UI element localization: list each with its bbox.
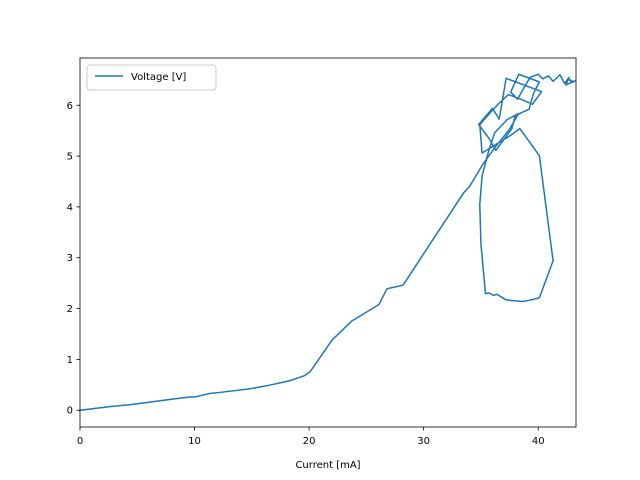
y-tick-label: 5 bbox=[67, 152, 73, 163]
plot-background bbox=[80, 58, 576, 427]
y-tick-label: 0 bbox=[67, 406, 73, 417]
y-tick-label: 1 bbox=[67, 355, 73, 366]
y-tick-label: 2 bbox=[67, 304, 73, 315]
y-axis-ticks: 0 1 2 3 4 5 6 bbox=[67, 101, 80, 417]
y-tick-label: 3 bbox=[67, 253, 73, 264]
series-line-0 bbox=[79, 73, 576, 412]
x-axis-label: Current [mA] bbox=[295, 460, 360, 471]
x-tick-label: 0 bbox=[77, 436, 83, 447]
y-tick-label: 4 bbox=[67, 202, 73, 213]
axes-layer bbox=[79, 57, 577, 428]
plot-frame bbox=[79, 57, 577, 428]
x-axis-ticks: 0 10 20 30 40 bbox=[77, 427, 545, 447]
x-tick-label: 30 bbox=[417, 436, 430, 447]
series-layer bbox=[79, 73, 576, 412]
x-tick-label: 40 bbox=[532, 436, 545, 447]
legend-label-voltage: Voltage [V] bbox=[131, 72, 186, 83]
x-tick-label: 10 bbox=[188, 436, 201, 447]
legend: Voltage [V] bbox=[86, 64, 217, 91]
x-tick-label: 20 bbox=[303, 436, 316, 447]
legend-frame bbox=[86, 64, 217, 91]
y-tick-label: 6 bbox=[67, 101, 73, 112]
